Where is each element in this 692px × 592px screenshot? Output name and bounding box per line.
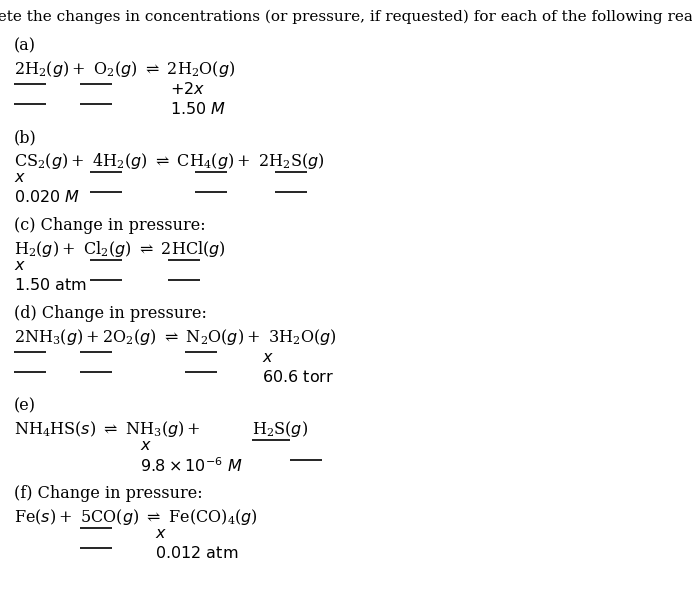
Text: $\mathregular{2NH_3(}$$\mathit{g}$$\mathregular{) + 2O_2(}$$\mathit{g}$$\mathreg: $\mathregular{2NH_3(}$$\mathit{g}$$\math…	[14, 327, 336, 347]
Text: (b): (b)	[14, 129, 37, 146]
Text: $1.50\ \mathrm{atm}$: $1.50\ \mathrm{atm}$	[14, 277, 87, 294]
Text: $\mathregular{H_2S(}$$\mathit{g}$$\mathregular{)}$: $\mathregular{H_2S(}$$\mathit{g}$$\mathr…	[252, 419, 308, 439]
Text: $0.012\ \mathrm{atm}$: $0.012\ \mathrm{atm}$	[155, 545, 238, 562]
Text: $x$: $x$	[140, 437, 152, 454]
Text: $\mathregular{H_2(}$$\mathit{g}$$\mathregular{) +\ Cl_2(}$$\mathit{g}$$\mathregu: $\mathregular{H_2(}$$\mathit{g}$$\mathre…	[14, 239, 226, 259]
Text: $\mathregular{CS_2(}$$\mathit{g}$$\mathregular{) +\ 4H_2(}$$\mathit{g}$$\mathreg: $\mathregular{CS_2(}$$\mathit{g}$$\mathr…	[14, 151, 325, 171]
Text: (f) Change in pressure:: (f) Change in pressure:	[14, 485, 203, 502]
Text: (c) Change in pressure:: (c) Change in pressure:	[14, 217, 206, 234]
Text: $\mathregular{NH_4HS(}$$\mathit{s}$$\mathregular{)\ \rightleftharpoons\ NH_3(}$$: $\mathregular{NH_4HS(}$$\mathit{s}$$\mat…	[14, 419, 201, 439]
Text: $1.50\ \mathit{M}$: $1.50\ \mathit{M}$	[170, 101, 226, 118]
Text: (d) Change in pressure:: (d) Change in pressure:	[14, 305, 207, 322]
Text: $60.6\ \mathrm{torr}$: $60.6\ \mathrm{torr}$	[262, 369, 334, 386]
Text: $\mathregular{Fe(}$$\mathit{s}$$\mathregular{) +\ 5CO(}$$\mathit{g}$$\mathregula: $\mathregular{Fe(}$$\mathit{s}$$\mathreg…	[14, 507, 258, 527]
Text: $x$: $x$	[14, 169, 26, 186]
Text: $+2x$: $+2x$	[170, 81, 206, 98]
Text: Complete the changes in concentrations (or pressure, if requested) for each of t: Complete the changes in concentrations (…	[0, 10, 692, 24]
Text: $x$: $x$	[14, 257, 26, 274]
Text: $\mathregular{2H_2(}$$\mathit{g}$$\mathregular{) +\ O_2(}$$\mathit{g}$$\mathregu: $\mathregular{2H_2(}$$\mathit{g}$$\mathr…	[14, 59, 235, 79]
Text: (a): (a)	[14, 37, 36, 54]
Text: $x$: $x$	[155, 525, 167, 542]
Text: $x$: $x$	[262, 349, 274, 366]
Text: (e): (e)	[14, 397, 36, 414]
Text: $0.020\ \mathit{M}$: $0.020\ \mathit{M}$	[14, 189, 80, 206]
Text: $9.8 \times 10^{-6}\ \mathit{M}$: $9.8 \times 10^{-6}\ \mathit{M}$	[140, 457, 243, 476]
